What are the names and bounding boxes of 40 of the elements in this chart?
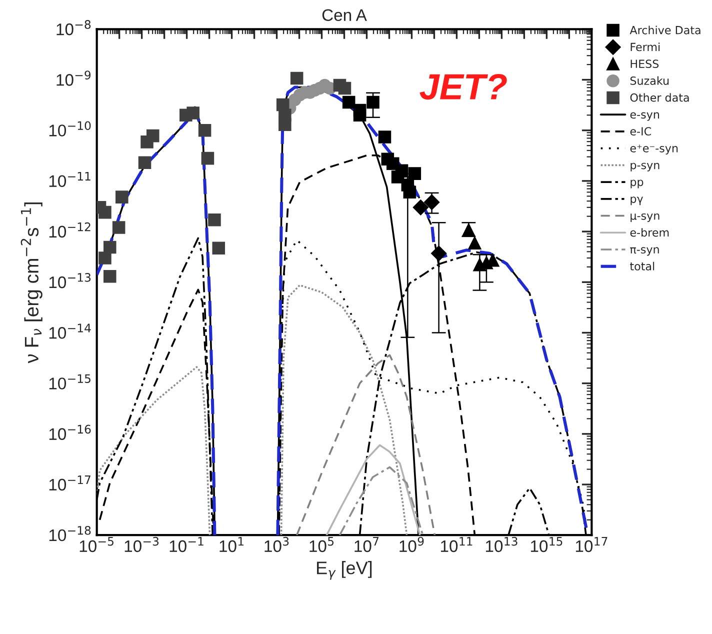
y-tick-label: 10$^{−11}$	[49, 172, 90, 188]
legend-label: e-IC	[630, 127, 651, 136]
legend-label: Archive Data	[630, 26, 700, 34]
chart-title: Cen A	[322, 9, 367, 21]
x-tick-label: 10$^{11}$	[440, 537, 472, 552]
y-tick-label: 10$^{−13}$	[49, 273, 91, 288]
x-tick-label: 10$^{−3}$	[124, 536, 159, 552]
x-tick-label: 10$^{5}$	[310, 537, 334, 552]
x-tick-label: 10$^{−1}$	[170, 537, 204, 552]
x-tick-label: 10$^{9}$	[400, 536, 424, 552]
y-tick-label: 10$^{−9}$	[56, 70, 91, 86]
y-axis-title: ν F$_{ν}$ [erg cm$^{−2}$s$^{−1}$]	[20, 202, 42, 364]
legend-label: pγ	[630, 196, 643, 206]
legend-label: e⁺e⁻-syn	[630, 144, 678, 155]
y-tick-label: 10$^{−15}$	[49, 374, 90, 390]
y-tick-label: 10$^{−10}$	[49, 121, 91, 136]
legend-label: HESS	[630, 60, 659, 68]
x-tick-label: 10$^{13}$	[486, 536, 518, 552]
legend-label: total	[630, 262, 654, 270]
y-tick-label: 10$^{−8}$	[56, 20, 91, 36]
x-tick-label: 10$^{3}$	[264, 536, 289, 552]
x-tick-label: 10$^{7}$	[354, 537, 379, 552]
legend-label: Suzaku	[630, 76, 669, 85]
y-tick-label: 10$^{−12}$	[49, 222, 90, 238]
legend-label: e-brem	[630, 228, 669, 237]
legend-label: p-syn	[630, 162, 660, 172]
y-tick-label: 10$^{−16}$	[49, 424, 91, 440]
legend-label: μ-syn	[630, 213, 660, 222]
x-tick-label: 10$^{1}$	[220, 537, 244, 552]
legend-label: Fermi	[630, 42, 660, 52]
x-axis-title: E$_{γ}$ [eV]	[317, 561, 372, 580]
legend-label: Other data	[630, 93, 689, 102]
y-tick-label: 10$^{−17}$	[49, 476, 90, 491]
legend-label: π-syn	[630, 247, 659, 256]
annotation: JET?	[420, 74, 507, 100]
x-tick-label: 10$^{15}$	[530, 537, 562, 552]
y-tick-label: 10$^{−14}$	[49, 324, 91, 339]
x-tick-label: 10$^{17}$	[576, 537, 608, 552]
legend-label: pp	[630, 180, 644, 188]
legend-label: e-syn	[630, 112, 660, 121]
